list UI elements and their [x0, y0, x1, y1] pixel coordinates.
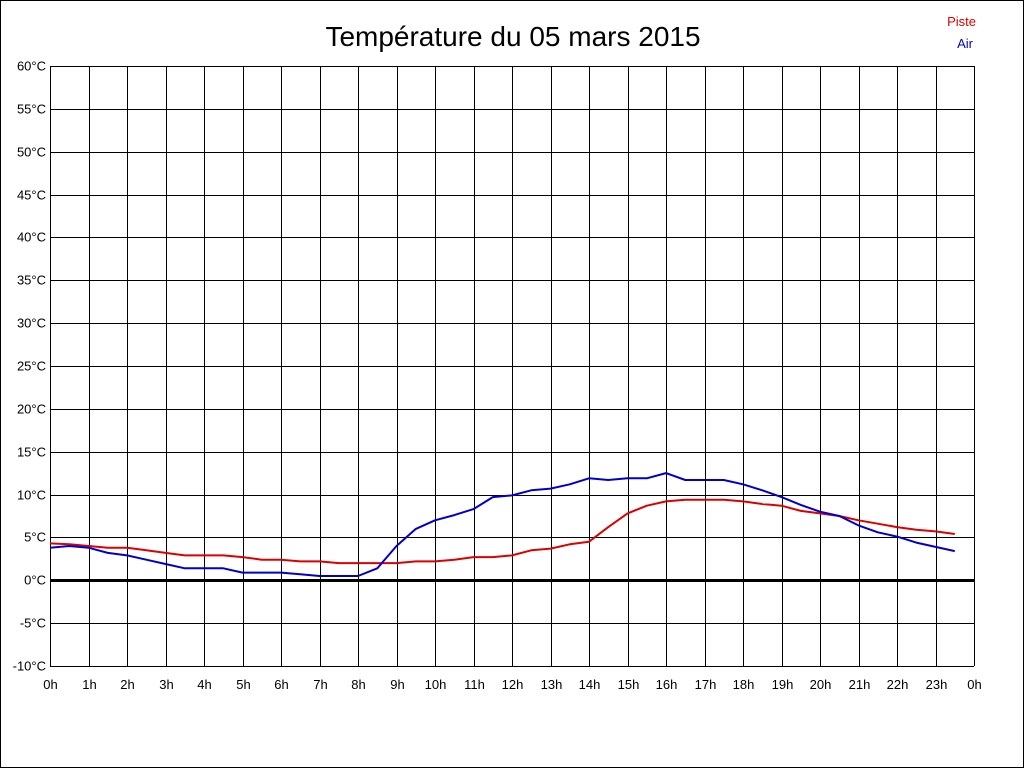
series-layer [49, 472, 956, 577]
x-tick-label: 2h [120, 677, 134, 692]
y-tick-label: 30°C [17, 316, 46, 331]
x-tick-label: 12h [502, 677, 524, 692]
x-tick-label: 19h [772, 677, 794, 692]
x-tick-label: 15h [618, 677, 640, 692]
x-tick-label: 11h [464, 677, 485, 692]
y-tick-label: 5°C [24, 530, 46, 545]
x-tick-label: 4h [197, 677, 211, 692]
y-tick-label: -10°C [13, 659, 46, 674]
y-tick-label: 0°C [24, 573, 46, 588]
y-tick-label: 15°C [17, 445, 46, 460]
legend-air: Air [957, 36, 974, 51]
x-tick-label: 21h [849, 677, 871, 692]
legend-piste: Piste [947, 14, 976, 29]
y-tick-label: 10°C [17, 488, 46, 503]
x-tick-label: 3h [159, 677, 173, 692]
x-tick-label: 23h [926, 677, 948, 692]
y-tick-label: 20°C [17, 402, 46, 417]
y-tick-label: 50°C [17, 145, 46, 160]
y-tick-label: 45°C [17, 188, 46, 203]
x-tick-label: 13h [541, 677, 563, 692]
x-tick-label: 0h [967, 677, 981, 692]
x-tick-label: 18h [733, 677, 755, 692]
x-tick-label: 10h [425, 677, 447, 692]
x-tick-label: 14h [579, 677, 601, 692]
axis-labels: 60°C 55°C 50°C 45°C 40°C 35°C 30°C 25°C 20°C 15°C… [13, 59, 982, 693]
y-tick-label: 60°C [17, 59, 46, 74]
chart-title: Température du 05 mars 2015 [325, 21, 700, 52]
y-tick-label: -5°C [20, 616, 46, 631]
x-tick-label: 1h [82, 677, 96, 692]
x-tick-label: 6h [274, 677, 288, 692]
x-tick-label: 17h [695, 677, 717, 692]
x-tick-label: 5h [236, 677, 250, 692]
x-tick-label: 0h [43, 677, 57, 692]
x-tick-label: 22h [887, 677, 909, 692]
x-tick-label: 7h [313, 677, 327, 692]
series-line-piste [49, 498, 955, 565]
x-tick-label: 8h [351, 677, 365, 692]
grid [50, 66, 975, 667]
y-tick-label: 40°C [17, 230, 46, 245]
x-tick-label: 9h [390, 677, 404, 692]
series-line-air [49, 472, 956, 577]
y-tick-label: 55°C [17, 102, 46, 117]
x-tick-label: 20h [810, 677, 832, 692]
y-tick-label: 25°C [17, 359, 46, 374]
y-tick-label: 35°C [17, 273, 46, 288]
x-tick-label: 16h [656, 677, 678, 692]
